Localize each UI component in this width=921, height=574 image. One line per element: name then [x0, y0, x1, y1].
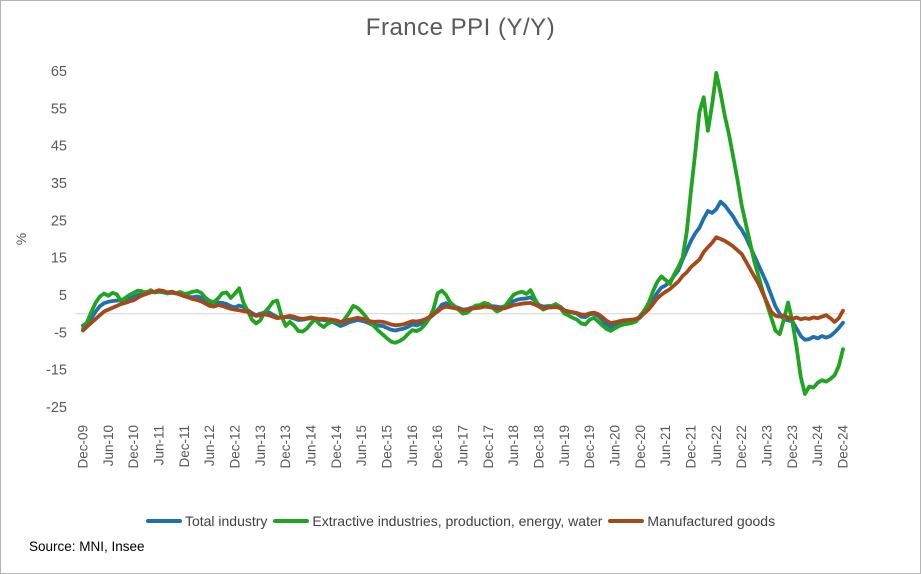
x-tick-label: Jun-11 — [152, 425, 167, 465]
y-tick-label: 15 — [51, 251, 67, 267]
legend-label: Total industry — [184, 513, 268, 529]
x-tick-label: Jun-24 — [810, 425, 825, 467]
x-tick-label: Jun-20 — [608, 425, 623, 466]
y-tick-label: -5 — [54, 325, 67, 341]
x-tick-label: Dec-10 — [126, 425, 141, 469]
legend-label: Manufactured goods — [647, 513, 776, 529]
x-tick-label: Jun-21 — [658, 425, 673, 466]
y-tick-label: -15 — [46, 363, 67, 379]
series-line-manufactured-goods — [81, 235, 845, 333]
y-tick-label: 55 — [51, 101, 67, 117]
x-tick-label: Dec-09 — [76, 425, 91, 469]
legend-item: Manufactured goods — [608, 513, 775, 529]
x-tick-label: Jun-15 — [354, 425, 369, 466]
chart-legend: Total industry Extractive industries, pro… — [1, 513, 920, 529]
x-tick-label: Dec-21 — [684, 425, 699, 469]
x-tick-label: Jun-14 — [304, 425, 319, 467]
y-tick-label: 65 — [51, 64, 67, 80]
x-tick-label: Jun-16 — [405, 425, 420, 466]
series-line-extractive-industries-production-energy-water — [81, 71, 845, 396]
legend-label: Extractive industries, production, energ… — [312, 513, 603, 529]
x-tick-label: Jun-22 — [709, 425, 724, 466]
legend-item: Extractive industries, production, energ… — [273, 513, 602, 529]
chart-title: France PPI (Y/Y) — [365, 14, 556, 41]
legend-swatch — [273, 519, 310, 523]
legend-swatch — [145, 519, 182, 523]
y-tick-label: 25 — [51, 213, 67, 229]
x-tick-label: Dec-13 — [278, 425, 293, 469]
x-tick-label: Jun-12 — [202, 425, 217, 466]
y-tick-label: 5 — [59, 288, 67, 304]
y-tick-label: 45 — [51, 139, 67, 155]
y-tick-label: -25 — [46, 400, 67, 416]
x-tick-label: Dec-24 — [836, 425, 851, 469]
x-tick-label: Dec-22 — [734, 425, 749, 469]
x-tick-label: Jun-18 — [506, 425, 521, 466]
x-tick-label: Dec-23 — [785, 425, 800, 469]
series-line-total-industry — [81, 199, 845, 342]
x-tick-label: Jun-10 — [101, 425, 116, 466]
y-tick-label: 35 — [51, 176, 67, 192]
x-tick-label: Dec-12 — [228, 425, 243, 469]
x-tick-label: Dec-18 — [532, 425, 547, 469]
x-tick-label: Dec-15 — [380, 425, 395, 469]
x-tick-label: Dec-19 — [582, 425, 597, 469]
x-tick-label: Jun-23 — [760, 425, 775, 466]
x-tick-label: Dec-20 — [633, 425, 648, 469]
x-tick-label: Dec-17 — [481, 425, 496, 469]
legend-item: Total industry — [145, 513, 268, 529]
x-tick-label: Dec-11 — [177, 425, 192, 468]
source-note: Source: MNI, Insee — [29, 539, 145, 554]
legend-swatch — [608, 519, 645, 523]
x-tick-label: Dec-14 — [329, 425, 344, 469]
x-tick-label: Jun-19 — [557, 425, 572, 466]
x-tick-label: Jun-17 — [456, 425, 471, 466]
x-tick-label: Dec-16 — [430, 425, 445, 469]
x-tick-label: Jun-13 — [253, 425, 268, 466]
